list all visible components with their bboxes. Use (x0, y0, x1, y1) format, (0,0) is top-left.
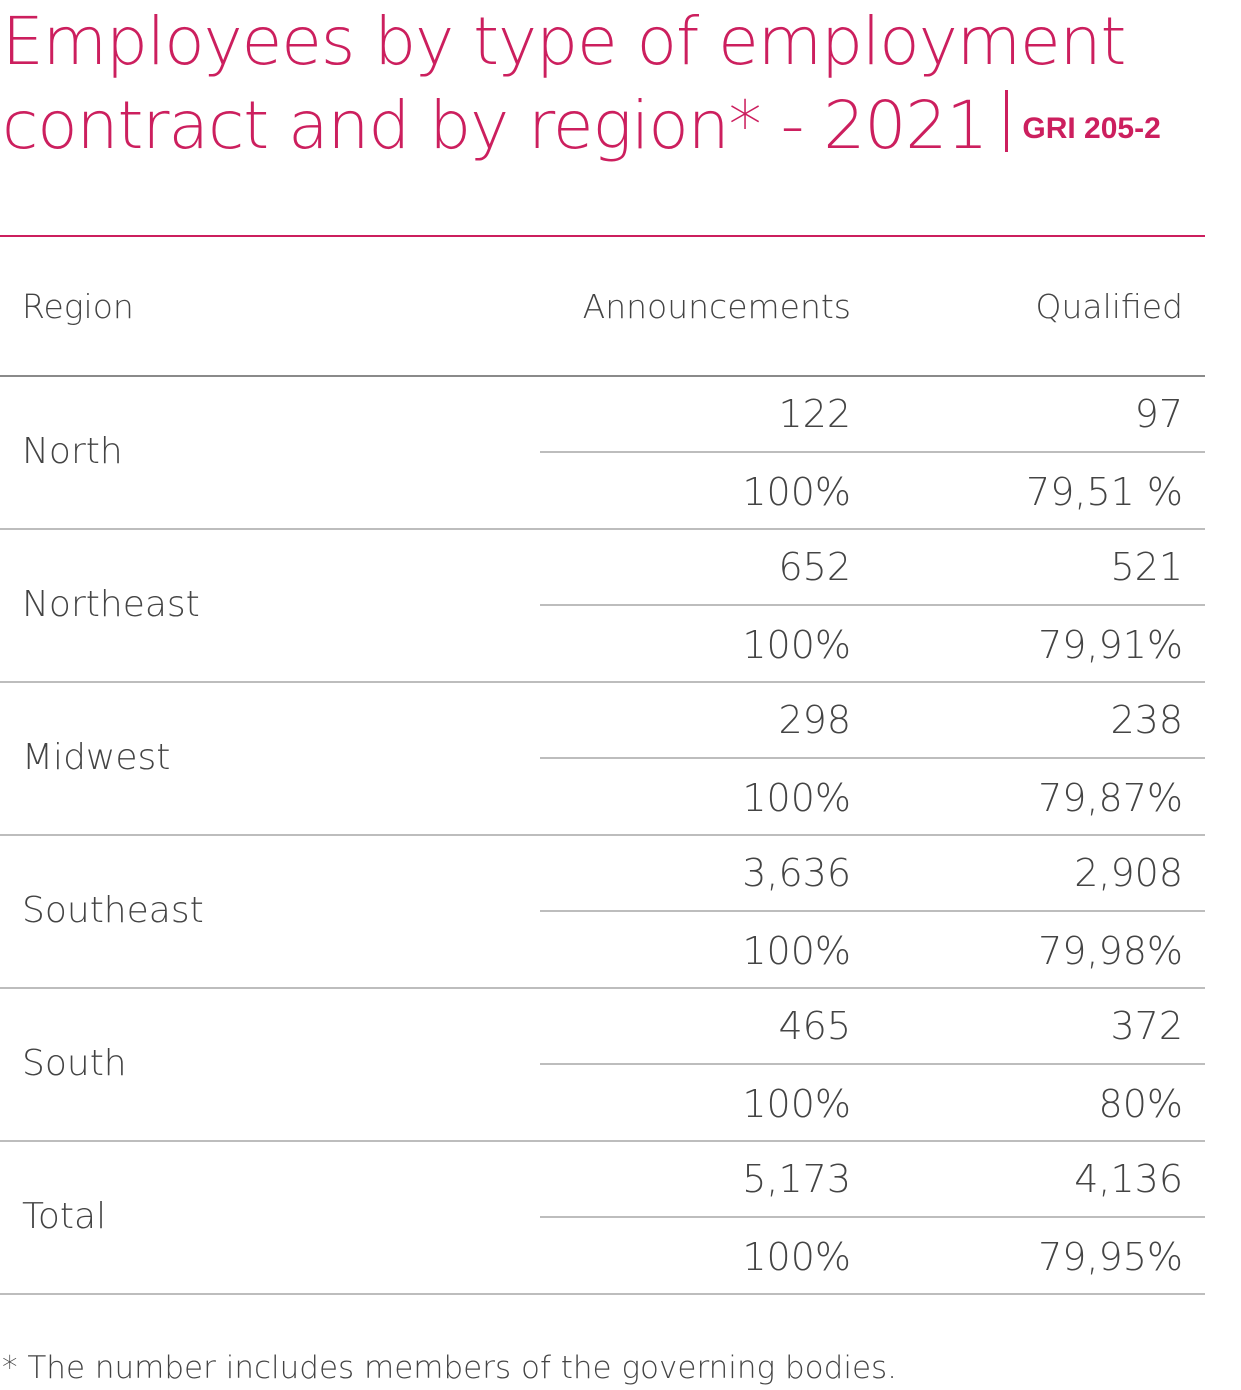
header-region: Region (22, 287, 134, 326)
region-label: Northeast (22, 584, 200, 625)
table-row-northeast: Northeast 652 521 100% 79,91% (0, 529, 1205, 683)
announcements-percent: 100% (742, 929, 851, 973)
table-row-total: Total 5,173 4,136 100% 79,95% (0, 1141, 1205, 1295)
announcements-count: 3,636 (742, 851, 851, 895)
group-divider (0, 987, 1205, 989)
qualified-percent: 79,51 % (1026, 470, 1183, 514)
region-label: Southeast (22, 890, 204, 931)
qualified-count: 521 (1110, 545, 1183, 589)
title-separator (1005, 90, 1009, 152)
title-text: Employees by type of employment contract… (2, 3, 1126, 164)
footnote: * The number includes members of the gov… (2, 1350, 898, 1386)
gri-reference: GRI 205-2 (1022, 112, 1161, 145)
group-divider (0, 834, 1205, 836)
announcements-count: 465 (778, 1004, 851, 1048)
group-divider (0, 1293, 1205, 1295)
qualified-percent: 79,87% (1038, 776, 1183, 820)
qualified-count: 372 (1110, 1004, 1183, 1048)
table-row-north: North 122 97 100% 79,51 % (0, 376, 1205, 530)
announcements-count: 122 (778, 392, 851, 436)
group-divider (0, 1140, 1205, 1142)
qualified-count: 238 (1110, 698, 1183, 742)
announcements-percent: 100% (742, 776, 851, 820)
qualified-count: 2,908 (1074, 851, 1183, 895)
announcements-percent: 100% (742, 1235, 851, 1279)
table-row-midwest: Midwest 298 238 100% 79,87% (0, 682, 1205, 836)
announcements-percent: 100% (742, 623, 851, 667)
title-divider (0, 235, 1205, 237)
region-label: North (22, 431, 123, 472)
qualified-count: 4,136 (1074, 1157, 1183, 1201)
region-label: South (22, 1043, 127, 1084)
table-row-southeast: Southeast 3,636 2,908 100% 79,98% (0, 835, 1205, 989)
row-divider (540, 1216, 1205, 1218)
region-label: Midwest (22, 737, 171, 778)
header-divider (0, 375, 1205, 377)
region-label: Total (22, 1196, 107, 1237)
qualified-percent: 79,95% (1038, 1235, 1183, 1279)
announcements-count: 298 (778, 698, 851, 742)
group-divider (0, 681, 1205, 683)
announcements-percent: 100% (742, 470, 851, 514)
announcements-count: 5,173 (742, 1157, 851, 1201)
header-announcements: Announcements (582, 287, 851, 326)
qualified-percent: 80% (1098, 1082, 1183, 1126)
row-divider (540, 604, 1205, 606)
row-divider (540, 757, 1205, 759)
qualified-percent: 79,91% (1038, 623, 1183, 667)
page-title: Employees by type of employment contract… (2, 0, 1241, 171)
row-divider (540, 910, 1205, 912)
table-row-south: South 465 372 100% 80% (0, 988, 1205, 1142)
announcements-count: 652 (778, 545, 851, 589)
qualified-count: 97 (1134, 392, 1183, 436)
announcements-percent: 100% (742, 1082, 851, 1126)
qualified-percent: 79,98% (1038, 929, 1183, 973)
header-qualified: Qualified (1035, 287, 1184, 326)
row-divider (540, 451, 1205, 453)
group-divider (0, 528, 1205, 530)
row-divider (540, 1063, 1205, 1065)
